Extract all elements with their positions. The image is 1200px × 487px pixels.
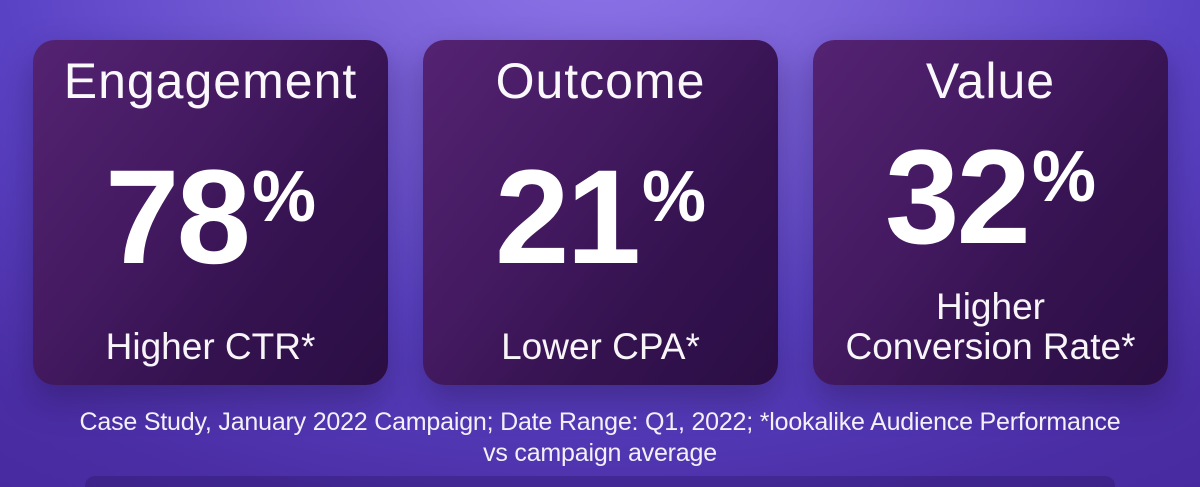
next-section-top-edge [85, 476, 1115, 487]
kpi-card-value: Value 32 % Higher Conversion Rate* [813, 40, 1168, 385]
metric-description: Higher Conversion Rate* [845, 286, 1136, 368]
metric-description: Lower CPA* [501, 326, 700, 368]
card-title: Engagement [63, 53, 358, 109]
metric-number: 78 [104, 143, 251, 293]
metric-number: 21 [494, 143, 641, 293]
card-title: Value [925, 53, 1056, 109]
footnote-line-2: vs campaign average [483, 439, 717, 467]
percent-sign: % [642, 157, 707, 238]
kpi-card-outcome: Outcome 21 % Lower CPA* [423, 40, 778, 385]
footnote-line-1: Case Study, January 2022 Campaign; Date … [79, 408, 1121, 436]
kpi-cards-row: Engagement 78 % Higher CTR* Outcome 21 %… [33, 40, 1168, 385]
percent-sign: % [252, 157, 317, 238]
metric: 32 % [885, 131, 1096, 265]
metric-description: Higher CTR* [105, 326, 316, 368]
percent-sign: % [1032, 137, 1097, 218]
metric-number: 32 [884, 123, 1031, 273]
metric: 78 % [105, 151, 316, 285]
metric: 21 % [495, 151, 706, 285]
card-title: Outcome [495, 53, 706, 109]
kpi-card-engagement: Engagement 78 % Higher CTR* [33, 40, 388, 385]
footnote: Case Study, January 2022 Campaign; Date … [0, 407, 1200, 469]
